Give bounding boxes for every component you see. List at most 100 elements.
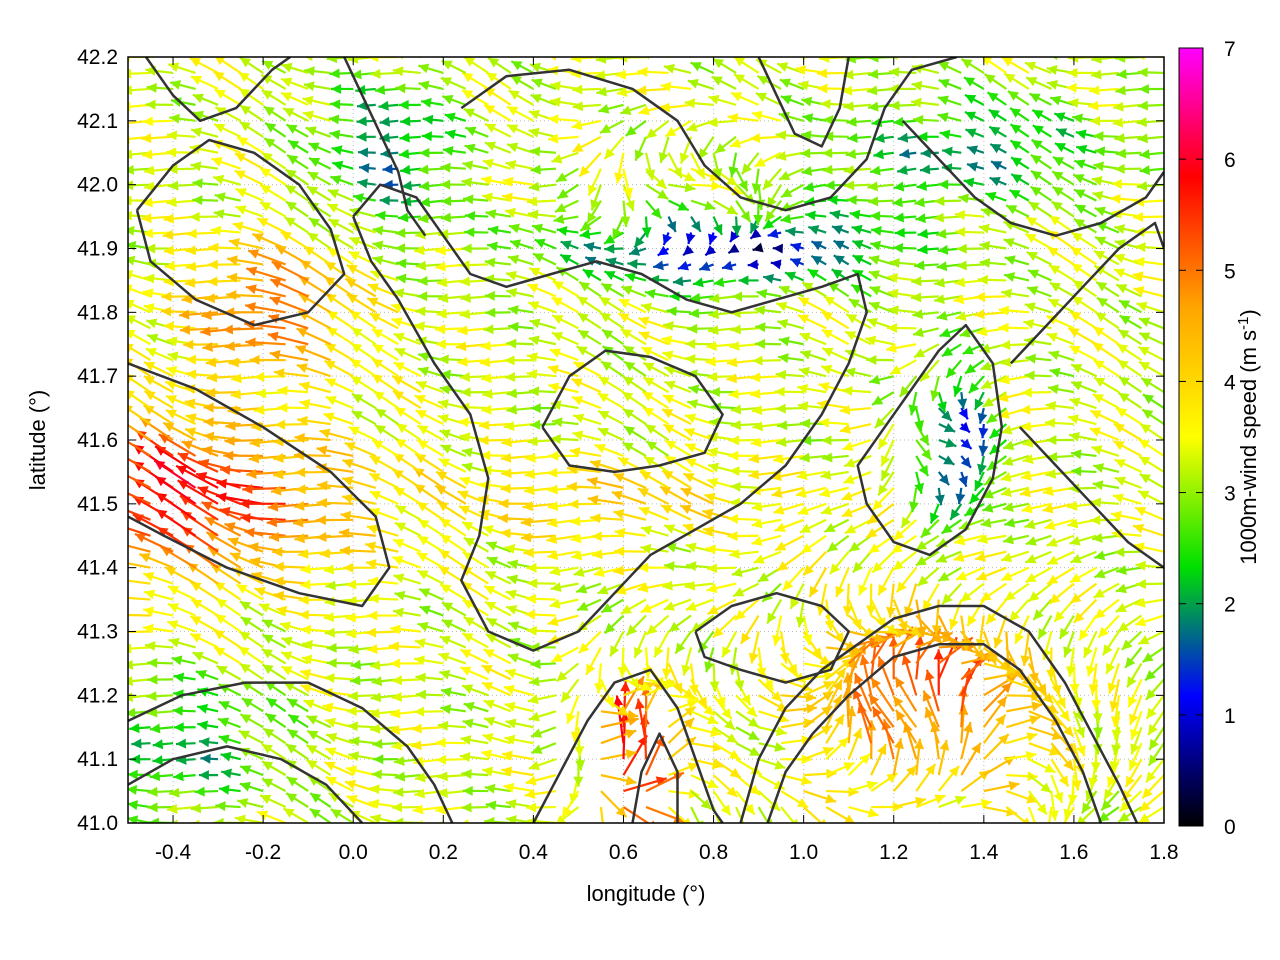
x-axis-title: longitude (°) [587,881,706,906]
x-tick-label: 0.2 [429,841,458,864]
wind-arrow [762,215,782,230]
wind-arrow [300,579,331,590]
wind-arrow [263,105,287,122]
wind-arrow [352,193,376,203]
wind-arrow [269,296,309,314]
wind-arrow [599,822,601,823]
wind-arrow [978,439,989,456]
wind-arrow [261,89,287,106]
wind-arrow [464,143,489,154]
wind-arrow [416,551,444,569]
wind-arrow [960,438,973,450]
wind-arrow [368,593,399,604]
wind-arrow [770,259,782,270]
wind-arrow [128,492,151,505]
wind-arrow [638,562,669,573]
wind-arrow [733,57,760,74]
wind-arrow [438,549,467,569]
wind-arrow [780,806,798,823]
wind-arrow [915,599,927,637]
wind-arrow [777,319,804,330]
wind-arrow [555,662,580,683]
wind-arrow [993,615,1008,649]
wind-arrow [1073,188,1097,202]
wind-arrow [983,681,1013,713]
wind-arrow [1027,269,1052,282]
wind-arrow [142,116,174,127]
wind-arrow [169,113,196,124]
wind-arrow [851,224,872,235]
wind-arrow [1050,710,1075,738]
wind-arrow [914,407,925,432]
wind-arrow [1048,264,1075,282]
wind-arrow [1024,232,1052,250]
wind-arrow [393,573,422,585]
wind-arrow [600,749,637,761]
wind-arrow [690,167,721,181]
wind-arrow [1101,630,1120,656]
wind-arrow [1004,255,1030,266]
wind-arrow [568,499,601,510]
wind-arrow [795,486,827,498]
terrain-contour [532,668,724,823]
wind-arrow [843,69,872,80]
wind-arrow [461,684,489,697]
wind-arrow [1138,84,1164,95]
wind-arrow [690,710,719,725]
wind-arrow [652,260,669,271]
wind-arrow [548,114,579,125]
wind-arrow [264,712,287,729]
wind-arrow [200,753,219,764]
wind-arrow [128,544,151,553]
wind-arrow [324,377,354,394]
wind-arrow [954,210,984,221]
wind-arrow [1009,139,1030,154]
wind-arrow [131,738,151,749]
wind-arrow [571,135,602,153]
wind-arrow [623,425,647,441]
wind-arrow [393,787,421,798]
wind-arrow [778,353,804,364]
wind-arrow [323,412,354,426]
wind-arrow [504,355,534,366]
wind-arrow [285,168,309,186]
wind-arrow [286,697,309,713]
wind-arrow [831,225,850,235]
wind-arrow [637,582,669,593]
wind-arrow [506,287,534,298]
wind-arrow [258,603,287,617]
wind-arrow [236,136,264,154]
wind-arrow [525,609,556,620]
wind-arrow [398,99,421,110]
wind-arrow [484,257,511,268]
wind-arrow [324,342,354,362]
wind-arrow [959,421,971,434]
wind-arrow [911,276,939,287]
wind-arrow [461,177,489,188]
wind-arrow [237,645,264,665]
wind-arrow [324,747,354,761]
wind-arrow [750,388,782,399]
wind-arrow [1137,345,1164,362]
wind-arrow [620,328,647,346]
wind-arrow [1112,440,1142,457]
wind-arrow [819,486,849,498]
wind-arrow [370,68,399,79]
wind-arrow [773,502,804,515]
wind-arrow [999,374,1030,385]
wind-arrow [977,534,1007,545]
wind-arrow [444,129,467,140]
wind-arrow [892,197,917,208]
wind-arrow [192,178,219,189]
wind-arrow [833,254,850,266]
wind-arrow [442,145,466,156]
wind-arrow [394,771,421,782]
wind-arrow [306,714,332,729]
wind-arrow [653,630,670,658]
wind-arrow [690,152,706,180]
wind-arrow [966,145,985,156]
wind-arrow [1054,142,1075,154]
wind-arrow [707,117,737,128]
wind-arrow [1069,534,1097,546]
